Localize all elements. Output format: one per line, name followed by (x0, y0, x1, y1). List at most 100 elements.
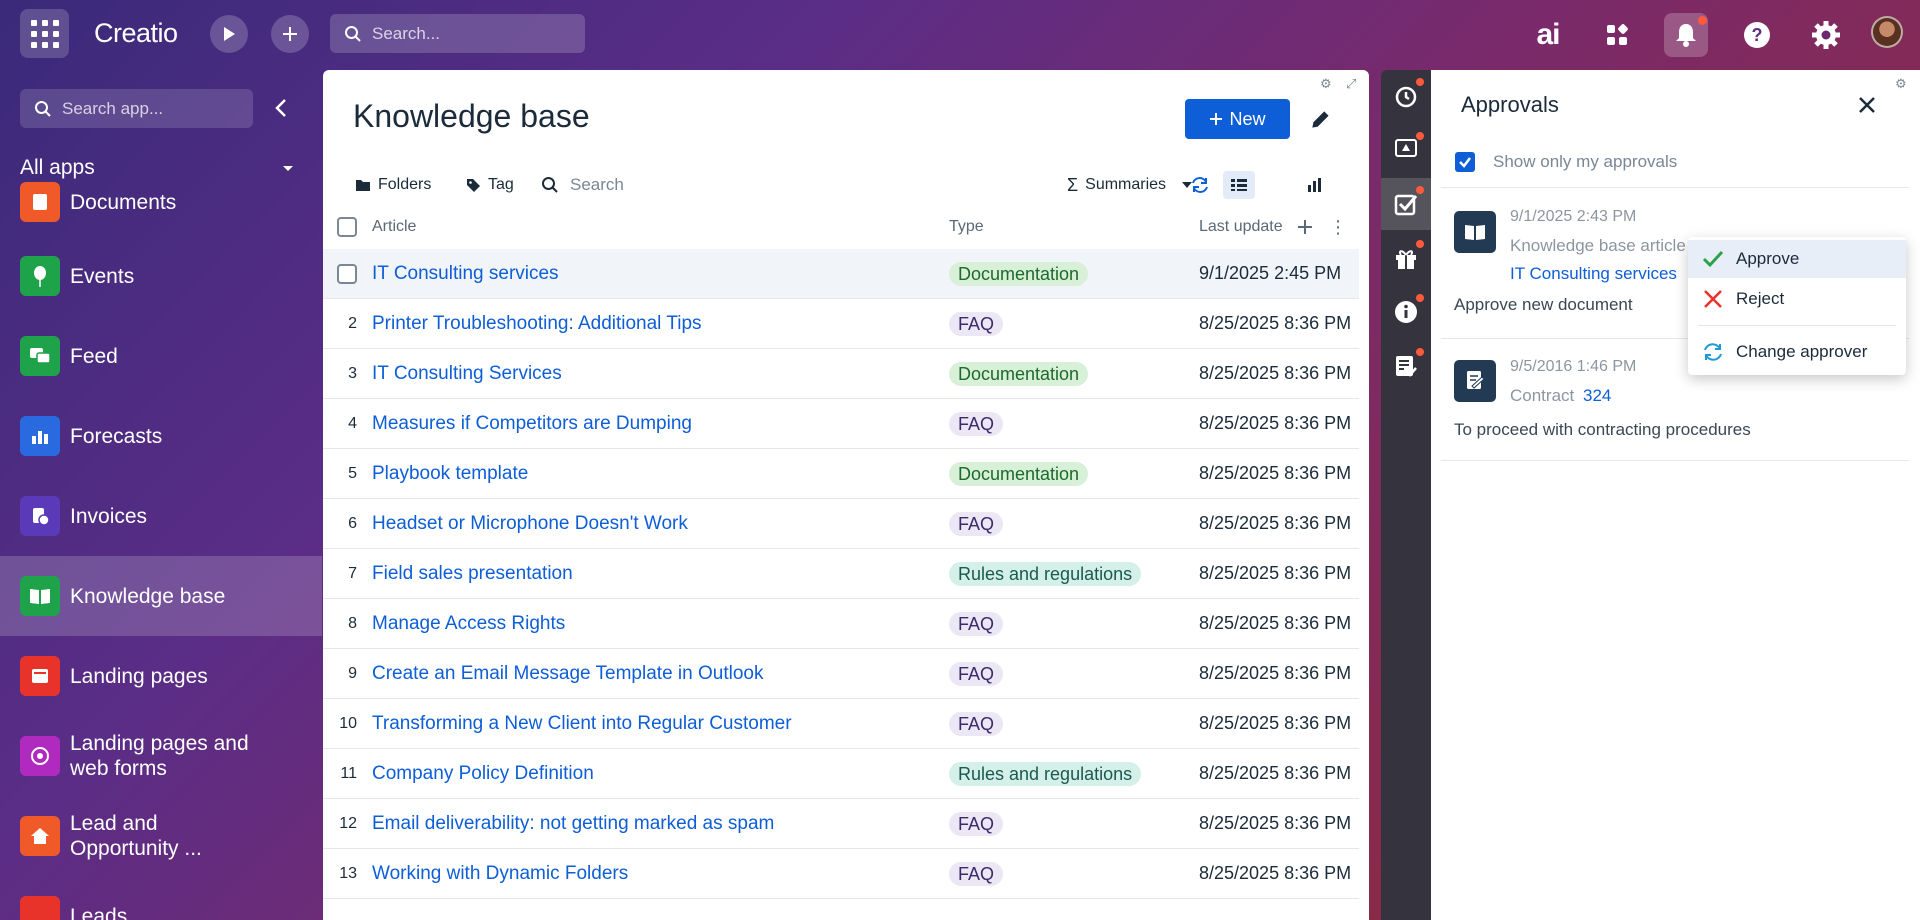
select-all-checkbox[interactable] (337, 217, 357, 237)
article-title[interactable]: Manage Access Rights (372, 612, 566, 634)
divider (1441, 187, 1909, 188)
row-number: 3 (348, 364, 357, 382)
article-title[interactable]: Playbook template (372, 462, 529, 484)
nav-item-leads[interactable]: Leads (0, 876, 322, 920)
article-title[interactable]: Company Policy Definition (372, 762, 594, 784)
article-title[interactable]: Headset or Microphone Doesn't Work (372, 512, 688, 534)
approve-menu-item[interactable]: Approve (1688, 240, 1906, 278)
app-launcher-button[interactable] (20, 9, 69, 58)
table-row[interactable]: 7 Field sales presentation Rules and reg… (323, 549, 1359, 599)
show-only-my-approvals-toggle[interactable]: Show only my approvals (1455, 152, 1677, 172)
row-checkbox[interactable] (337, 263, 357, 284)
last-update: 8/25/2025 8:36 PM (1199, 763, 1352, 783)
list-search-placeholder: Search (570, 175, 624, 194)
list-view-button[interactable] (1223, 171, 1255, 199)
last-update: 8/25/2025 8:36 PM (1199, 713, 1352, 733)
article-title[interactable]: Create an Email Message Template in Outl… (372, 662, 764, 684)
create-button[interactable] (271, 15, 309, 53)
nav-item-lead-opportunity[interactable]: Lead and Opportunity ... (0, 796, 322, 876)
nav-item-knowledge-base[interactable]: Knowledge base (0, 556, 322, 636)
summaries-dropdown[interactable]: Σ Summaries (1067, 165, 1193, 205)
nav-item-landing-pages-web-forms[interactable]: Landing pages and web forms (0, 716, 322, 796)
add-column-icon[interactable] (1297, 219, 1313, 235)
approval-link[interactable]: 324 (1582, 386, 1612, 405)
table-row[interactable]: 3 IT Consulting Services Documentation 8… (323, 349, 1359, 399)
tasks-button[interactable] (1381, 340, 1431, 392)
nav-item-landing-pages[interactable]: Landing pages (0, 636, 322, 716)
edit-icon[interactable] (1308, 106, 1334, 132)
column-menu-icon[interactable]: ⋮ (1329, 216, 1347, 237)
nav-item-label: Feed (70, 344, 118, 368)
refresh-button[interactable] (1190, 165, 1210, 205)
article-title[interactable]: IT Consulting services (372, 262, 559, 284)
article-title[interactable]: Printer Troubleshooting: Additional Tips (372, 312, 702, 334)
list-search-input[interactable]: Search (541, 165, 624, 205)
column-article[interactable]: Article (372, 218, 417, 235)
approval-link[interactable]: IT Consulting services (1510, 264, 1677, 283)
article-title[interactable]: Email deliverability: not getting marked… (372, 812, 775, 834)
info-button[interactable] (1381, 286, 1431, 338)
table-row[interactable]: 12 Email deliverability: not getting mar… (323, 799, 1359, 849)
article-title[interactable]: Field sales presentation (372, 562, 573, 584)
new-button[interactable]: New (1185, 99, 1290, 139)
table-row[interactable]: 11 Company Policy Definition Rules and r… (323, 749, 1359, 799)
type-badge: FAQ (949, 661, 1004, 686)
table-row[interactable]: 10 Transforming a New Client into Regula… (323, 699, 1359, 749)
notification-dot (1416, 78, 1424, 86)
user-avatar[interactable] (1871, 16, 1903, 48)
approval-actions-menu: Approve Reject Change approver (1688, 237, 1906, 375)
notifications-button[interactable] (1664, 13, 1708, 57)
tag-button[interactable]: Tag (466, 165, 514, 205)
table-row[interactable]: 13 Working with Dynamic Folders FAQ 8/25… (323, 849, 1359, 899)
approvals-button[interactable] (1381, 178, 1431, 230)
collapse-nav-icon[interactable] (270, 96, 294, 120)
nav-item-forecasts[interactable]: Forecasts (0, 396, 322, 476)
panel-settings-icon[interactable]: ⚙ (1895, 76, 1907, 91)
panel-settings-icon[interactable]: ⚙ (1320, 76, 1332, 91)
analytics-view-button[interactable] (1306, 165, 1322, 205)
folders-button[interactable]: Folders (355, 165, 431, 205)
feed-notifications-button[interactable] (1381, 124, 1431, 176)
refresh-icon (1192, 177, 1208, 193)
article-title[interactable]: Measures if Competitors are Dumping (372, 412, 692, 434)
notification-dot (1416, 294, 1424, 302)
article-title[interactable]: Transforming a New Client into Regular C… (372, 712, 792, 734)
birthdays-button[interactable] (1381, 232, 1431, 284)
table-row[interactable]: 9 Create an Email Message Template in Ou… (323, 649, 1359, 699)
row-number: 4 (348, 414, 357, 432)
nav-item-documents[interactable]: Documents (0, 162, 322, 242)
help-button[interactable]: ? (1735, 13, 1779, 57)
approvals-panel: ⚙ Approvals Show only my approvals 9/1/2… (1431, 70, 1920, 920)
table-row[interactable]: 4 Measures if Competitors are Dumping FA… (323, 399, 1359, 449)
article-title[interactable]: IT Consulting Services (372, 362, 562, 384)
close-icon[interactable] (1856, 94, 1878, 116)
all-apps-dropdown[interactable]: All apps (20, 156, 295, 180)
all-apps-label: All apps (20, 156, 95, 179)
table-row[interactable]: 6 Headset or Microphone Doesn't Work FAQ… (323, 499, 1359, 549)
table-row[interactable]: 8 Manage Access Rights FAQ 8/25/2025 8:3… (323, 599, 1359, 649)
reject-menu-item[interactable]: Reject (1688, 280, 1906, 318)
change-approver-menu-item[interactable]: Change approver (1688, 333, 1906, 371)
settings-button[interactable] (1804, 13, 1848, 57)
table-row[interactable]: 2 Printer Troubleshooting: Additional Ti… (323, 299, 1359, 349)
task-list-icon (1396, 356, 1417, 377)
article-title[interactable]: Working with Dynamic Folders (372, 862, 629, 884)
plus-icon (283, 27, 297, 41)
run-process-button[interactable] (210, 15, 248, 53)
table-row[interactable]: 5 Playbook template Documentation 8/25/2… (323, 449, 1359, 499)
ai-button[interactable]: ai (1526, 13, 1570, 57)
global-search-input[interactable]: Search... (330, 14, 585, 53)
reminders-button[interactable] (1381, 70, 1431, 122)
app-search-placeholder: Search app... (62, 98, 164, 118)
nav-item-feed[interactable]: Feed (0, 316, 322, 396)
app-search-input[interactable]: Search app... (20, 89, 253, 128)
nav-item-invoices[interactable]: Invoices (0, 476, 322, 556)
apps-button[interactable] (1595, 13, 1639, 57)
checkbox-checked-icon[interactable] (1455, 152, 1475, 172)
nav-item-events[interactable]: Events (0, 236, 322, 316)
column-type[interactable]: Type (949, 218, 984, 235)
last-update: 8/25/2025 8:36 PM (1199, 613, 1352, 633)
table-row[interactable]: IT Consulting services Documentation 9/1… (323, 249, 1359, 299)
column-last-update[interactable]: Last update (1199, 218, 1283, 235)
expand-icon[interactable]: ⤢ (1346, 76, 1357, 91)
